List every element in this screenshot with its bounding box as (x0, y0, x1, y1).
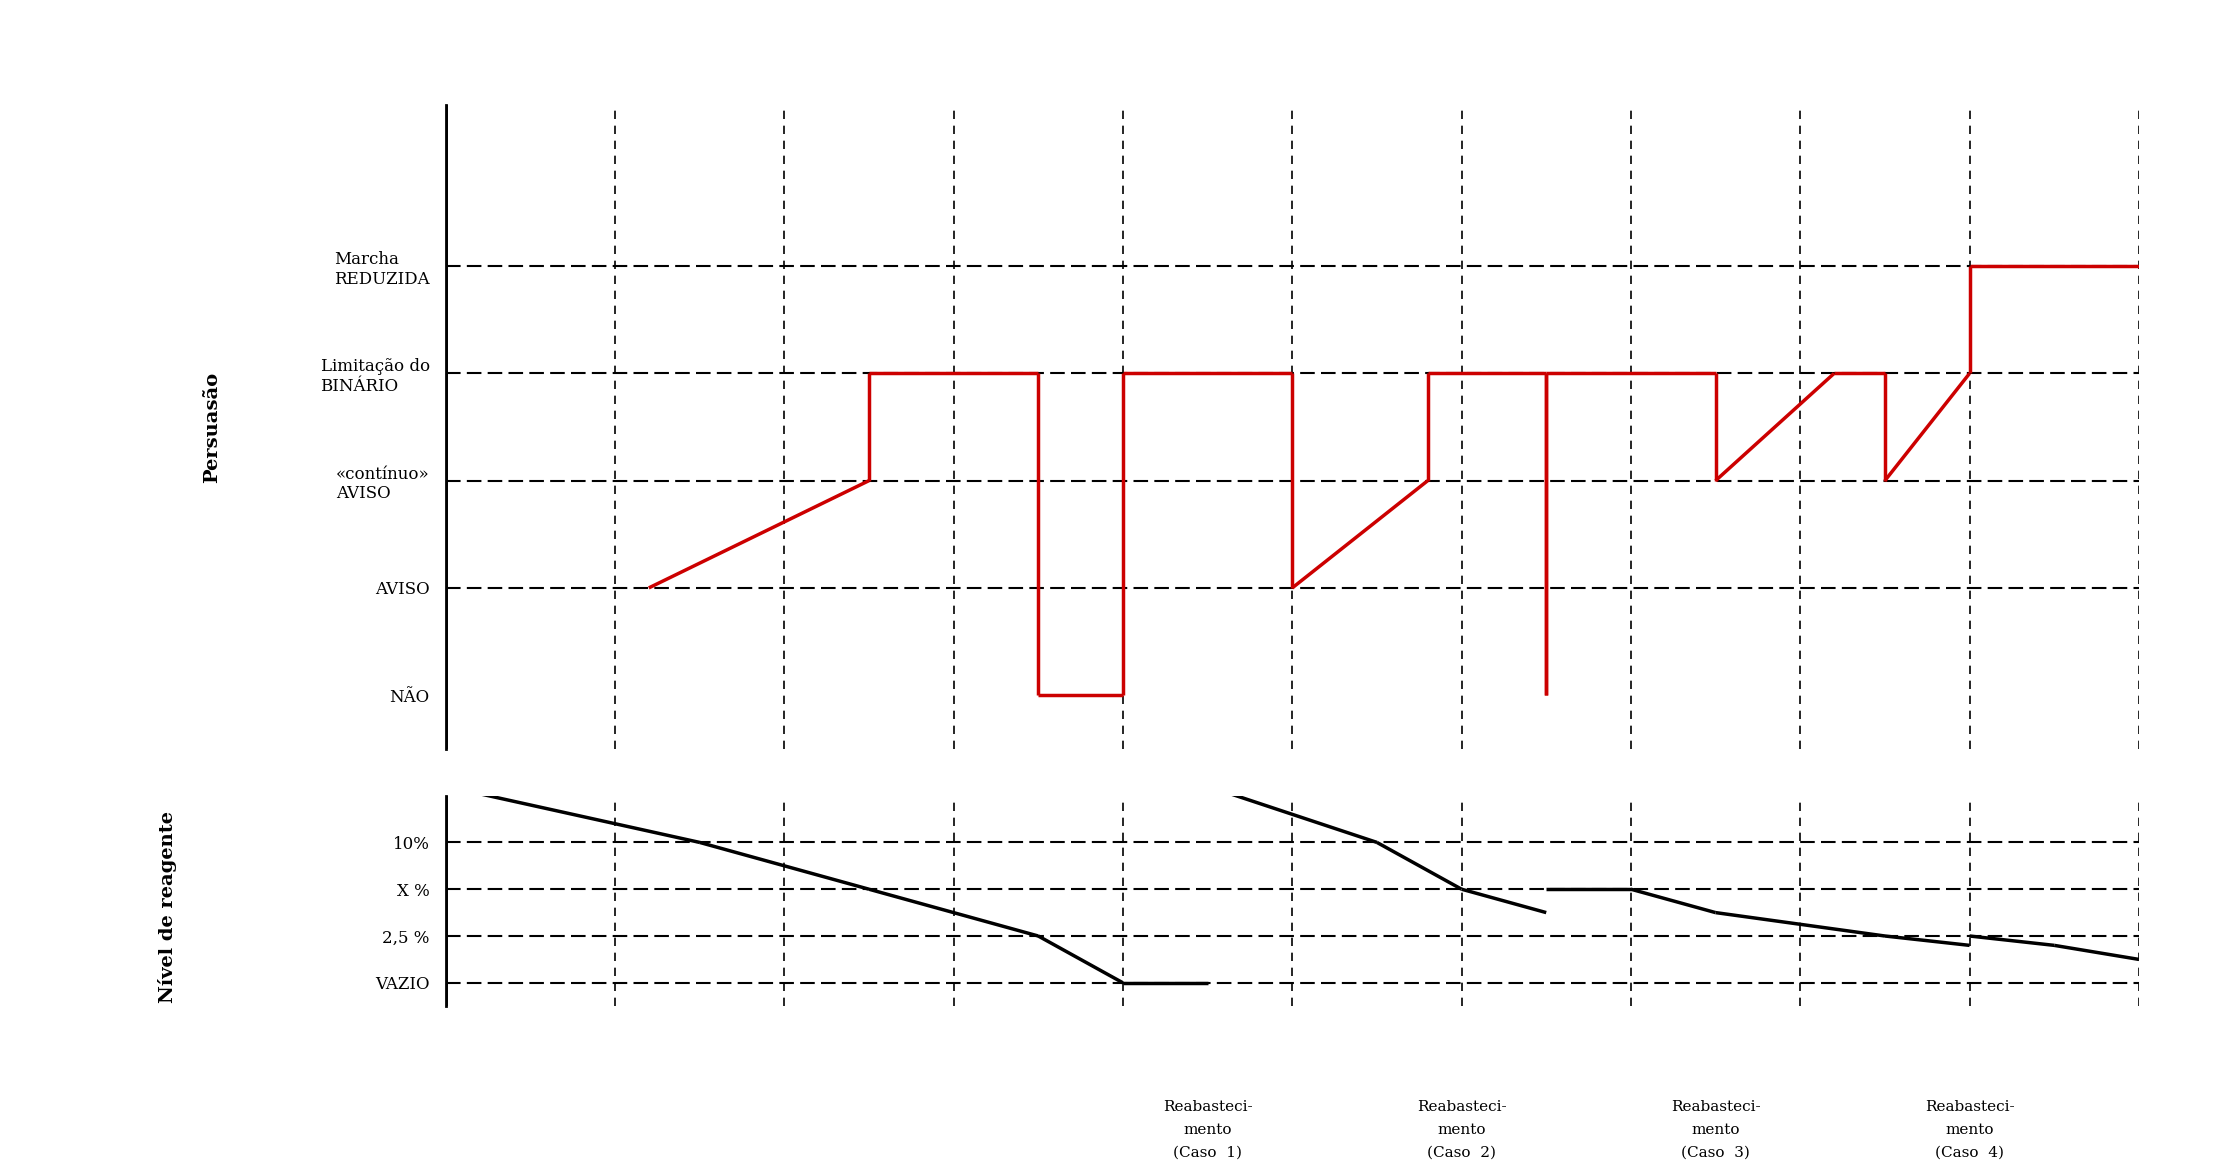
Text: Reabasteci-
mento
(Caso  2): Reabasteci- mento (Caso 2) (1417, 1100, 1506, 1159)
Text: Reabasteci-
mento
(Caso  3): Reabasteci- mento (Caso 3) (1671, 1100, 1760, 1159)
Text: Reabasteci-
mento
(Caso  1): Reabasteci- mento (Caso 1) (1163, 1100, 1252, 1159)
Text: Nível de reagente: Nível de reagente (158, 811, 176, 1003)
Text: Reabasteci-
mento
(Caso  4): Reabasteci- mento (Caso 4) (1925, 1100, 2014, 1159)
Text: Persuasão: Persuasão (203, 372, 221, 482)
